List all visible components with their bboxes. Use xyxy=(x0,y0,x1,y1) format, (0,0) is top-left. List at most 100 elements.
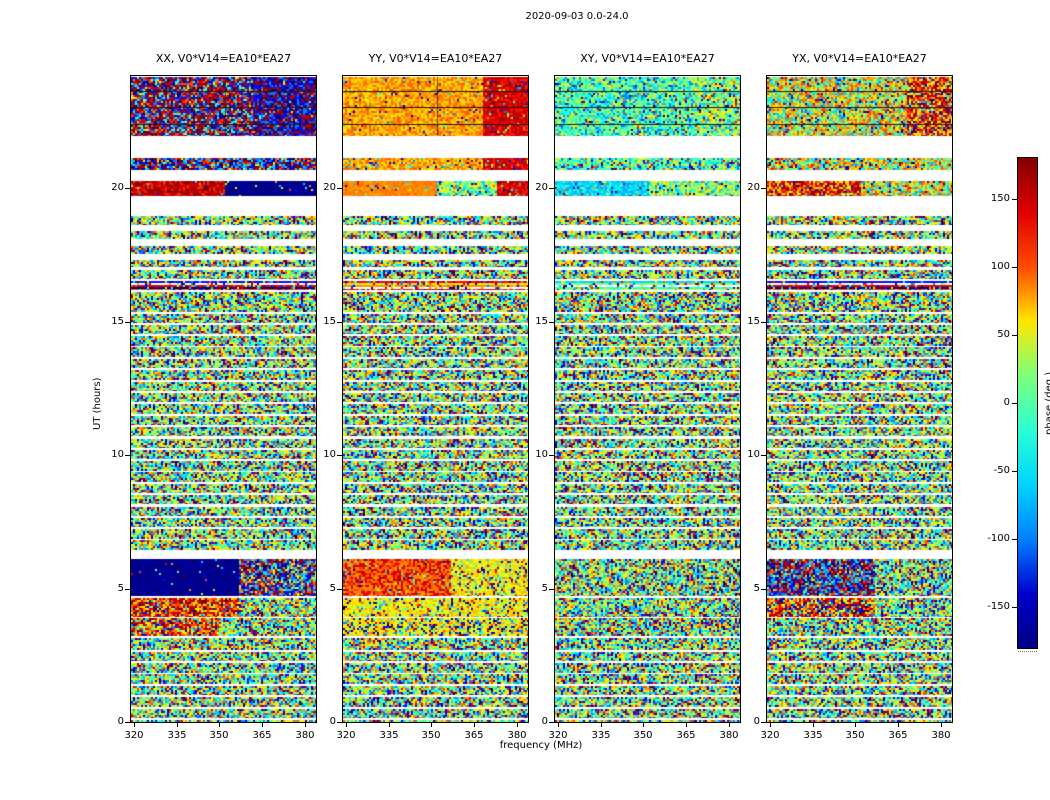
y-axis-label: UT (hours) xyxy=(92,377,103,430)
x-tick-mark xyxy=(262,723,263,727)
panel-frame-xx xyxy=(130,75,317,723)
x-tick-label: 380 xyxy=(507,730,527,741)
y-tick-mark xyxy=(125,589,130,590)
panel-title-yx: YX, V0*V14=EA10*EA27 xyxy=(792,52,927,65)
y-tick-mark xyxy=(125,322,130,323)
x-tick-label: 335 xyxy=(591,730,611,741)
y-tick-mark xyxy=(125,455,130,456)
y-tick-mark xyxy=(549,722,554,723)
x-tick-mark xyxy=(770,723,771,727)
y-tick-label: 0 xyxy=(541,716,548,727)
colorbar-tick-label: 0 xyxy=(1003,397,1010,408)
x-tick-label: 350 xyxy=(633,730,653,741)
y-tick-mark xyxy=(337,455,342,456)
x-tick-mark xyxy=(177,723,178,727)
x-tick-label: 365 xyxy=(252,730,272,741)
y-tick-mark xyxy=(549,188,554,189)
panel-title-xx: XX, V0*V14=EA10*EA27 xyxy=(155,52,292,65)
x-tick-label: 335 xyxy=(167,730,187,741)
x-tick-label: 320 xyxy=(760,730,780,741)
x-tick-label: 350 xyxy=(421,730,441,741)
colorbar-extend-marker xyxy=(1018,651,1037,652)
y-tick-label: 0 xyxy=(329,716,336,727)
x-tick-label: 380 xyxy=(719,730,739,741)
x-tick-mark xyxy=(729,723,730,727)
y-tick-mark xyxy=(549,455,554,456)
colorbar xyxy=(1017,157,1038,649)
y-tick-label: 5 xyxy=(329,583,336,594)
y-tick-label: 15 xyxy=(747,316,760,327)
y-tick-mark xyxy=(549,589,554,590)
y-tick-mark xyxy=(337,589,342,590)
y-tick-label: 20 xyxy=(111,182,124,193)
y-tick-label: 20 xyxy=(535,182,548,193)
figure-title: 2020-09-03 0.0-24.0 xyxy=(525,11,629,22)
x-tick-mark xyxy=(558,723,559,727)
heatmap-xx xyxy=(131,76,316,722)
x-tick-mark xyxy=(389,723,390,727)
x-tick-mark xyxy=(813,723,814,727)
x-tick-mark xyxy=(517,723,518,727)
colorbar-tick-mark xyxy=(1012,539,1017,540)
y-tick-label: 10 xyxy=(111,449,124,460)
y-tick-mark xyxy=(337,188,342,189)
y-tick-mark xyxy=(125,722,130,723)
colorbar-tick-mark xyxy=(1012,607,1017,608)
y-tick-label: 0 xyxy=(117,716,124,727)
y-tick-mark xyxy=(761,589,766,590)
heatmap-yx xyxy=(767,76,952,722)
y-tick-label: 10 xyxy=(535,449,548,460)
x-tick-label: 320 xyxy=(124,730,144,741)
panel-frame-yy xyxy=(342,75,529,723)
y-tick-label: 10 xyxy=(747,449,760,460)
colorbar-tick-mark xyxy=(1012,403,1017,404)
y-tick-mark xyxy=(761,188,766,189)
panel-frame-xy xyxy=(554,75,741,723)
y-tick-mark xyxy=(761,322,766,323)
colorbar-tick-label: -150 xyxy=(987,601,1010,612)
y-tick-mark xyxy=(761,455,766,456)
y-tick-mark xyxy=(125,188,130,189)
x-tick-label: 380 xyxy=(931,730,951,741)
y-tick-label: 15 xyxy=(535,316,548,327)
colorbar-tick-mark xyxy=(1012,199,1017,200)
x-tick-mark xyxy=(346,723,347,727)
x-tick-label: 365 xyxy=(888,730,908,741)
x-tick-label: 365 xyxy=(464,730,484,741)
heatmap-xy xyxy=(555,76,740,722)
x-tick-mark xyxy=(941,723,942,727)
x-tick-label: 335 xyxy=(803,730,823,741)
colorbar-tick-label: -50 xyxy=(993,465,1010,476)
panel-frame-yx xyxy=(766,75,953,723)
x-tick-mark xyxy=(898,723,899,727)
y-tick-label: 5 xyxy=(753,583,760,594)
x-tick-label: 350 xyxy=(209,730,229,741)
colorbar-tick-label: 100 xyxy=(990,261,1010,272)
y-tick-mark xyxy=(337,722,342,723)
panel-title-yy: YY, V0*V14=EA10*EA27 xyxy=(368,52,503,65)
x-tick-label: 335 xyxy=(379,730,399,741)
y-tick-label: 5 xyxy=(541,583,548,594)
y-tick-label: 20 xyxy=(323,182,336,193)
x-tick-mark xyxy=(219,723,220,727)
x-tick-mark xyxy=(431,723,432,727)
colorbar-tick-mark xyxy=(1012,267,1017,268)
y-tick-mark xyxy=(337,322,342,323)
y-tick-label: 15 xyxy=(111,316,124,327)
colorbar-tick-label: 50 xyxy=(997,329,1010,340)
colorbar-tick-label: -100 xyxy=(987,533,1010,544)
x-tick-label: 350 xyxy=(845,730,865,741)
colorbar-tick-label: 150 xyxy=(990,193,1010,204)
x-tick-mark xyxy=(305,723,306,727)
x-tick-label: 320 xyxy=(548,730,568,741)
x-tick-label: 320 xyxy=(336,730,356,741)
y-tick-mark xyxy=(761,722,766,723)
x-axis-label: frequency (MHz) xyxy=(499,740,583,751)
y-tick-label: 15 xyxy=(323,316,336,327)
heatmap-yy xyxy=(343,76,528,722)
x-tick-mark xyxy=(134,723,135,727)
colorbar-tick-mark xyxy=(1012,471,1017,472)
x-tick-label: 380 xyxy=(295,730,315,741)
colorbar-tick-mark xyxy=(1012,335,1017,336)
